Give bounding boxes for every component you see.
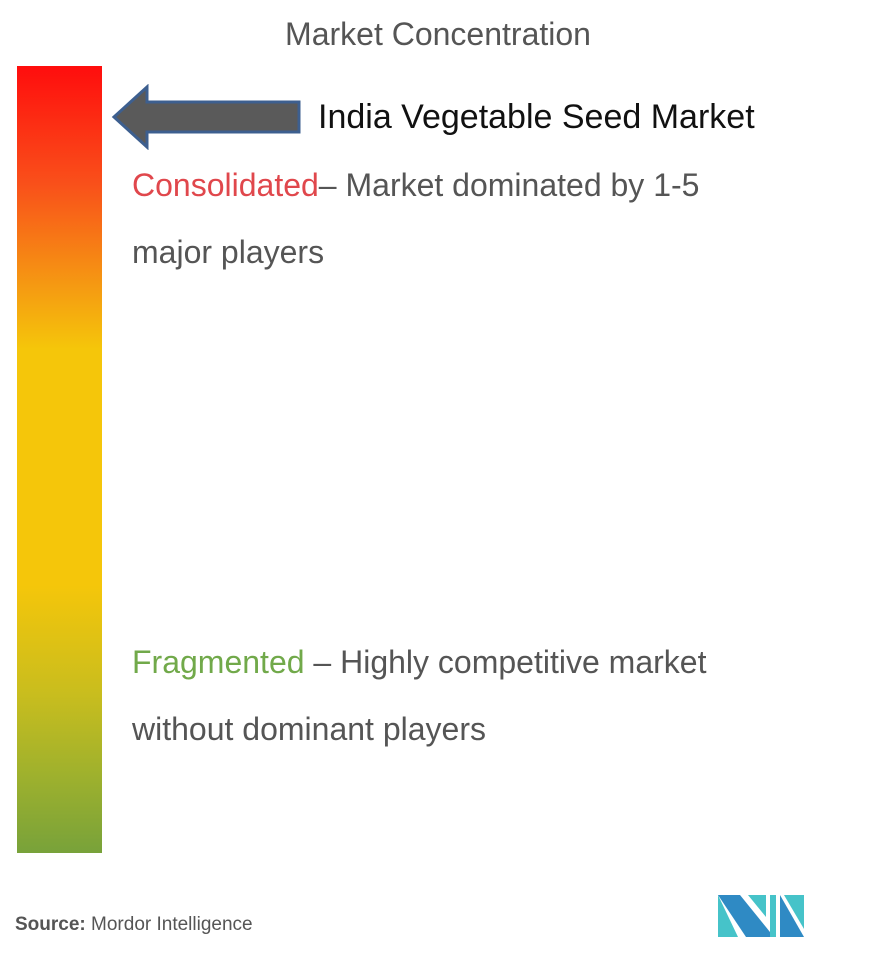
source-note: Source: Mordor Intelligence	[15, 914, 253, 936]
consolidated-label: Consolidated	[132, 167, 319, 203]
consolidated-description: – Market dominated by 1-5	[318, 167, 700, 203]
concentration-gradient-bar	[17, 66, 102, 853]
left-arrow-icon	[111, 84, 301, 150]
title: Market Concentration	[285, 16, 591, 52]
consolidated-line-2: major players	[132, 234, 325, 270]
consolidated-line-1: Consolidated– Market dominated by 1-5	[132, 167, 699, 204]
market-name: India Vegetable Seed Market	[318, 98, 755, 136]
fragmented-label: Fragmented	[132, 644, 305, 680]
fragmented-line-2: without dominant players	[132, 711, 486, 747]
source-label: Source:	[15, 914, 86, 935]
mordor-intelligence-logo-icon	[718, 895, 804, 937]
source-value: Mordor Intelligence	[85, 914, 253, 935]
fragmented-line-1: Fragmented – Highly competitive market	[132, 644, 706, 681]
fragmented-description: – Highly competitive market	[304, 644, 707, 680]
